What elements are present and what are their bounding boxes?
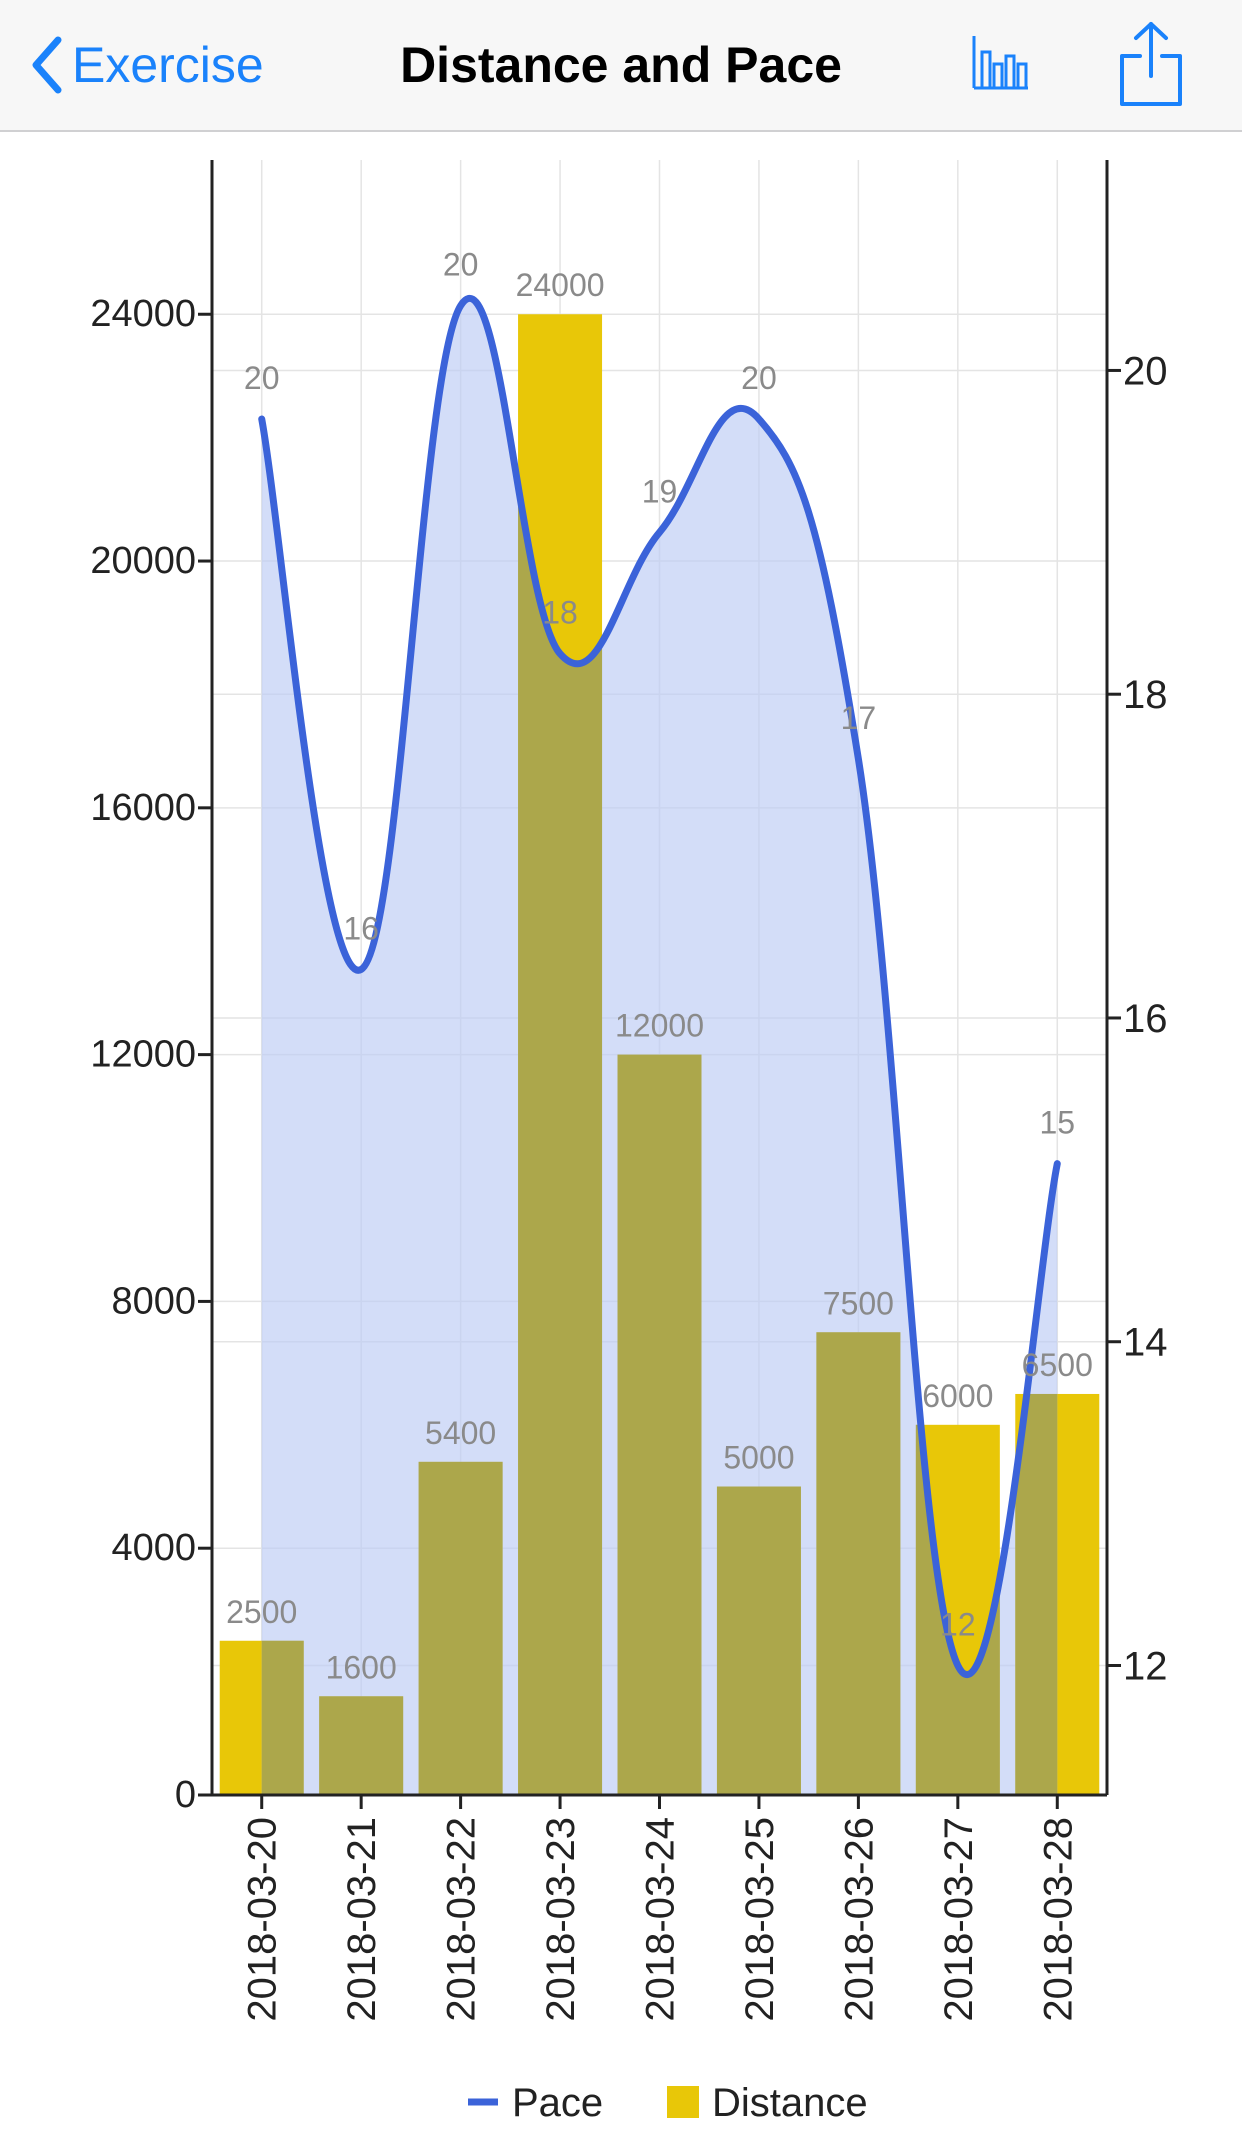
x-tick-label: 2018-03-22: [440, 1817, 484, 2022]
pace-value-label: 20: [244, 360, 280, 396]
left-tick-label: 24000: [90, 293, 196, 335]
share-icon[interactable]: [1118, 20, 1184, 108]
x-tick-label: 2018-03-28: [1036, 1817, 1080, 2022]
distance-bar-shaded: [617, 1054, 702, 1795]
distance-bar-shaded: [716, 1486, 801, 1795]
pace-value-label: 16: [343, 910, 379, 946]
distance-bar-shaded: [816, 1332, 901, 1795]
right-tick-label: 16: [1123, 997, 1168, 1041]
back-button[interactable]: Exercise: [30, 30, 264, 100]
distance-value-label: 6500: [1022, 1347, 1093, 1383]
pace-value-label: 15: [1039, 1105, 1075, 1141]
pace-line: [258, 294, 1061, 1679]
legend: Pace Distance: [468, 2081, 868, 2125]
right-tick-label: 18: [1123, 673, 1168, 717]
left-tick-label: 20000: [90, 540, 196, 582]
left-tick-label: 0: [175, 1774, 196, 1816]
navigation-bar: Exercise Distance and Pace: [0, 0, 1242, 132]
legend-distance-label: Distance: [712, 2081, 868, 2125]
x-tick-label: 2018-03-21: [340, 1817, 384, 2022]
x-tick-label: 2018-03-26: [837, 1817, 881, 2022]
legend-pace-label: Pace: [512, 2081, 603, 2125]
right-tick-label: 20: [1123, 349, 1168, 393]
bar-chart-icon[interactable]: [970, 34, 1032, 92]
pace-value-label: 12: [940, 1606, 976, 1642]
pace-value-label: 18: [542, 595, 578, 631]
pace-value-label: 20: [443, 247, 479, 283]
left-tick-label: 8000: [111, 1280, 196, 1322]
back-button-label: Exercise: [72, 37, 264, 93]
chevron-left-icon: [30, 36, 64, 94]
x-tick-label: 2018-03-24: [639, 1817, 683, 2022]
x-tick-label: 2018-03-23: [539, 1817, 583, 2022]
distance-value-label: 1600: [326, 1649, 397, 1685]
distance-bar-shaded: [1015, 1393, 1058, 1795]
distance-bar-shaded: [418, 1461, 503, 1795]
distance-value-label: 7500: [823, 1285, 894, 1321]
pace-value-label: 19: [642, 473, 678, 509]
distance-value-label: 24000: [516, 267, 605, 303]
left-tick-label: 16000: [90, 787, 196, 829]
x-tick-label: 2018-03-25: [738, 1817, 782, 2022]
distance-bar-shaded: [319, 1696, 404, 1795]
x-tick-label: 2018-03-20: [241, 1817, 285, 2022]
distance-pace-chart: 2500 1600 5400 24000 12000 5000 7500 6000 6500 20…: [90, 160, 1168, 2125]
left-tick-label: 12000: [90, 1034, 196, 1076]
distance-value-label: 5000: [723, 1440, 794, 1476]
legend-distance-swatch: [667, 2086, 699, 2118]
right-tick-label: 14: [1123, 1321, 1168, 1365]
left-tick-label: 4000: [111, 1527, 196, 1569]
distance-value-label: 12000: [615, 1008, 704, 1044]
x-tick-label: 2018-03-27: [937, 1817, 981, 2022]
pace-value-label: 17: [841, 700, 877, 736]
distance-value-label: 5400: [425, 1415, 496, 1451]
right-tick-label: 12: [1123, 1644, 1168, 1688]
pace-value-label: 20: [741, 360, 777, 396]
distance-value-label: 6000: [922, 1378, 993, 1414]
distance-bar-shaded: [261, 1640, 304, 1795]
distance-value-label: 2500: [226, 1594, 297, 1630]
axes: 0400080001200016000200002400012141618202…: [90, 160, 1168, 2022]
value-labels: 2500 1600 5400 24000 12000 5000 7500 6000 6500 20…: [226, 247, 1093, 1686]
